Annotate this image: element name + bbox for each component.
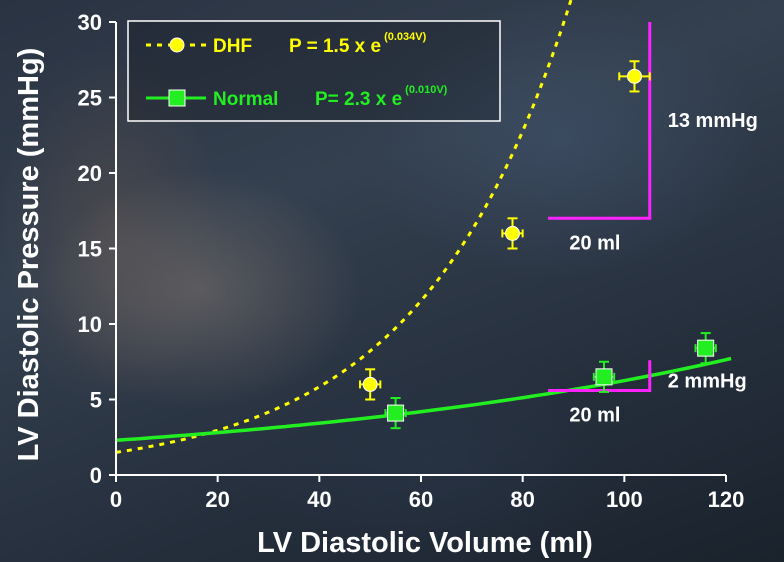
axes: 0 20 40 60 80 100 120 0 5 10 15 20 25 30 LV Diastolic … <box>13 10 744 559</box>
y-tick-label: 10 <box>78 312 102 337</box>
y-tick-label: 15 <box>78 237 102 262</box>
data-point-normal <box>694 332 717 365</box>
marker-circle <box>362 376 378 392</box>
y-tick-label: 5 <box>90 388 102 413</box>
y-tick-label: 20 <box>78 161 102 186</box>
data-point-dhf <box>618 60 651 93</box>
fit-curve-normal <box>115 356 732 443</box>
legend-name-dhf: DHF <box>213 36 252 57</box>
x-tick-label: 20 <box>205 487 229 512</box>
legend-equation-normal: P= 2.3 x e <box>315 89 402 110</box>
slope-annotations: 20 ml 13 mmHg 20 ml 2 mmHg <box>548 22 758 426</box>
data-point-normal <box>592 360 616 393</box>
x-tick-label: 40 <box>307 487 331 512</box>
x-tick-label: 120 <box>708 487 745 512</box>
y-axis-title: LV Diastolic Pressure (mmHg) <box>13 48 45 462</box>
data-points <box>359 60 717 430</box>
legend-box <box>127 20 501 122</box>
y-tick-label: 25 <box>78 86 102 111</box>
slope-bracket-normal <box>548 360 652 392</box>
y-tick-label: 30 <box>78 10 102 35</box>
legend-name-normal: Normal <box>213 89 278 110</box>
marker-square <box>595 368 613 386</box>
legend-marker-circle <box>169 37 185 53</box>
annotation-dy-label: 2 mmHg <box>668 370 747 392</box>
x-axis-title: LV Diastolic Volume (ml) <box>257 527 593 559</box>
y-tick-label: 0 <box>90 463 102 488</box>
x-tick-label: 60 <box>409 487 433 512</box>
marker-square <box>697 339 715 357</box>
x-tick-label: 100 <box>606 487 643 512</box>
marker-circle <box>627 68 642 84</box>
x-tick-label: 0 <box>110 487 122 512</box>
legend-equation-exponent: (0.034V) <box>384 31 427 43</box>
legend-marker-square <box>168 89 186 107</box>
marker-square <box>387 404 405 422</box>
data-point-dhf <box>501 217 524 250</box>
data-point-normal <box>384 396 407 430</box>
legend-equation-dhf: P = 1.5 x e <box>289 36 381 57</box>
x-tick-label: 80 <box>510 487 534 512</box>
annotation-dy-label: 13 mmHg <box>668 110 758 132</box>
fit-curves <box>115 0 732 454</box>
legend-equation-exponent: (0.010V) <box>405 84 448 96</box>
annotation-dx-label: 20 ml <box>569 232 620 254</box>
data-point-dhf <box>359 368 382 401</box>
annotation-dx-label: 20 ml <box>569 404 620 426</box>
marker-circle <box>505 225 520 241</box>
slope-bracket-dhf <box>548 22 652 220</box>
legend: DHF P = 1.5 x e (0.034V) Normal P= 2.3 x e (0… <box>127 20 501 122</box>
